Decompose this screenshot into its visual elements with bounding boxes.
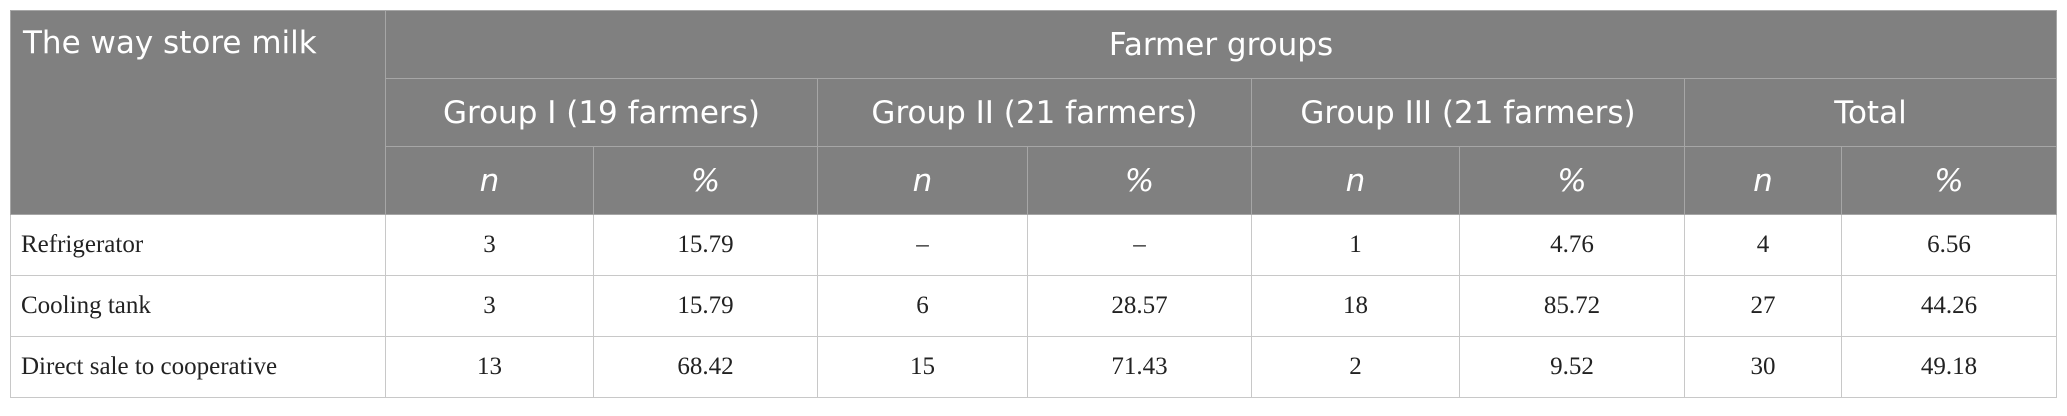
group-name: Group I (19 farmers) bbox=[385, 78, 818, 147]
subheader: % bbox=[1027, 146, 1252, 215]
cell: 2 bbox=[1251, 336, 1460, 398]
subheader: n bbox=[1684, 146, 1842, 215]
cell: 4 bbox=[1684, 214, 1842, 276]
table-header: The way store milk Farmer groups Group I (… bbox=[10, 10, 2057, 215]
cell: 85.72 bbox=[1459, 275, 1685, 337]
cell: 18 bbox=[1251, 275, 1460, 337]
row-label: Cooling tank bbox=[10, 275, 386, 337]
cell: 15 bbox=[817, 336, 1028, 398]
cell: 1 bbox=[1251, 214, 1460, 276]
group-name: Total bbox=[1684, 78, 2057, 147]
cell: 28.57 bbox=[1027, 275, 1252, 337]
cell: 68.42 bbox=[593, 336, 818, 398]
subheader: % bbox=[1459, 146, 1685, 215]
subheader: n bbox=[385, 146, 594, 215]
group-name: Group III (21 farmers) bbox=[1251, 78, 1685, 147]
cell: 15.79 bbox=[593, 275, 818, 337]
subheader: % bbox=[1841, 146, 2057, 215]
table-row: Refrigerator 3 15.79– –1 4.76 4 6.56 bbox=[10, 214, 2057, 276]
table-body: Refrigerator 3 15.79– –1 4.76 4 6.56 Cooling ta… bbox=[10, 214, 2057, 398]
row-label: Refrigerator bbox=[10, 214, 386, 276]
cell: 44.26 bbox=[1841, 275, 2057, 337]
cell: 30 bbox=[1684, 336, 1842, 398]
group-header: Farmer groups bbox=[385, 10, 2057, 79]
cell: – bbox=[817, 214, 1028, 276]
header-row: n% n% n% n% bbox=[11, 146, 2057, 215]
column-title: The way store milk bbox=[10, 10, 386, 215]
subheader: n bbox=[1251, 146, 1460, 215]
cell: 3 bbox=[385, 214, 594, 276]
subheader: % bbox=[593, 146, 818, 215]
cell: 71.43 bbox=[1027, 336, 1252, 398]
cell: 6 bbox=[817, 275, 1028, 337]
cell: 15.79 bbox=[593, 214, 818, 276]
table-row: Cooling tank 3 15.79 6 28.57 18 85.72 27 44.26 bbox=[10, 275, 2057, 337]
cell: 3 bbox=[385, 275, 594, 337]
data-table: The way store milk Farmer groups Group I (… bbox=[10, 10, 2057, 398]
group-name: Group II (21 farmers) bbox=[817, 78, 1252, 147]
header-row: The way store milk Farmer groups bbox=[10, 10, 2057, 215]
cell: 13 bbox=[385, 336, 594, 398]
cell: 6.56 bbox=[1841, 214, 2057, 276]
subheader: n bbox=[817, 146, 1028, 215]
cell: – bbox=[1027, 214, 1252, 276]
cell: 9.52 bbox=[1459, 336, 1685, 398]
cell: 27 bbox=[1684, 275, 1842, 337]
cell: 4.76 bbox=[1459, 214, 1685, 276]
table-row: Direct sale to cooperative 13 68.42 15 71.43… bbox=[10, 336, 2057, 398]
row-label: Direct sale to cooperative bbox=[10, 336, 386, 398]
cell: 49.18 bbox=[1841, 336, 2057, 398]
header-row: Group I (19 farmers) Group II (21 farmers… bbox=[11, 78, 2057, 147]
